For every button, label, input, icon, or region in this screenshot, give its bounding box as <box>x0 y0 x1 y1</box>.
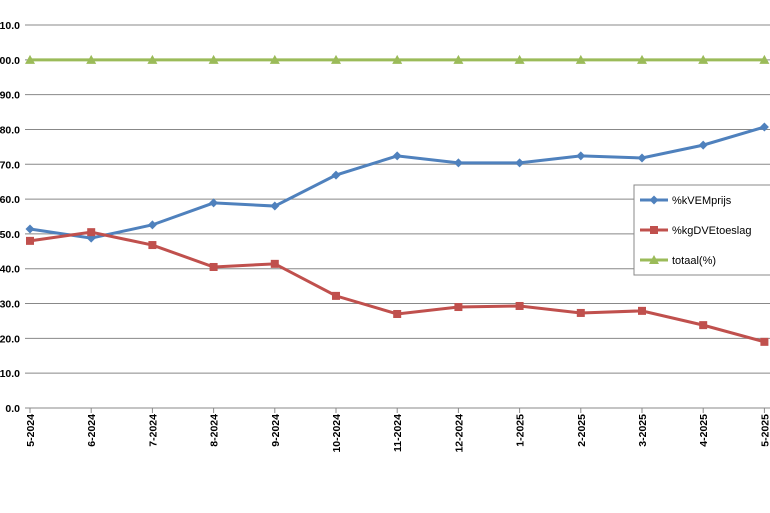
marker <box>392 54 403 64</box>
marker <box>454 303 463 312</box>
marker <box>270 201 280 211</box>
x-tick-label: 6-2024 <box>86 414 98 447</box>
legend-label: totaal(%) <box>672 255 716 267</box>
marker <box>576 151 586 161</box>
marker <box>392 151 402 161</box>
x-tick-label: 1-2025 <box>515 414 527 447</box>
marker <box>638 306 646 315</box>
marker <box>209 198 219 208</box>
y-tick-label: 70.0 <box>0 159 20 171</box>
marker <box>87 228 96 237</box>
marker <box>208 54 219 64</box>
marker <box>453 54 464 64</box>
legend-marker <box>650 226 658 234</box>
marker <box>759 122 769 132</box>
y-tick-label: 30.0 <box>0 299 20 311</box>
y-tick-label: 50.0 <box>0 229 20 241</box>
marker <box>26 236 34 245</box>
marker <box>515 158 525 168</box>
x-tick-label: 9-2024 <box>270 414 282 447</box>
marker <box>393 309 402 318</box>
y-tick-label: 100.0 <box>0 55 20 67</box>
marker <box>575 54 586 64</box>
legend-label: %kgDVEtoeslag <box>672 225 752 237</box>
y-tick-label: 60.0 <box>0 194 20 206</box>
marker <box>637 153 647 163</box>
marker <box>576 308 585 317</box>
y-tick-label: 110.0 <box>0 20 20 32</box>
x-tick-label: 11-2024 <box>392 414 404 452</box>
marker <box>331 54 341 64</box>
marker <box>515 301 524 310</box>
marker <box>269 54 280 64</box>
marker <box>25 224 35 234</box>
marker <box>453 158 463 168</box>
x-tick-label: 7-2024 <box>147 414 159 447</box>
marker <box>698 54 709 64</box>
marker <box>698 140 708 150</box>
marker <box>25 54 35 64</box>
marker <box>270 259 279 268</box>
y-tick-label: 40.0 <box>0 264 20 276</box>
x-tick-label: 10-2024 <box>331 414 343 453</box>
x-tick-label: 12-2024 <box>453 414 465 453</box>
x-tick-label: 5-2024 <box>25 414 37 447</box>
y-tick-label: 20.0 <box>0 333 20 345</box>
y-tick-label: 80.0 <box>0 124 20 136</box>
legend-marker <box>649 255 659 264</box>
x-tick-label: 8-2024 <box>209 414 221 447</box>
marker <box>699 321 708 330</box>
legend: %kVEMprijs %kgDVEtoeslag totaal(%) <box>633 184 770 276</box>
x-tick-label: 2-2025 <box>576 414 588 447</box>
y-tick-label: 10.0 <box>0 368 20 380</box>
marker <box>147 220 157 230</box>
x-tick-label: 4-2025 <box>698 414 710 447</box>
x-tick-label: 5-2025 <box>759 414 770 447</box>
marker <box>209 262 218 271</box>
marker <box>148 241 157 250</box>
marker <box>760 337 769 346</box>
y-tick-label: 0.0 <box>5 403 20 415</box>
marker <box>637 54 647 64</box>
y-tick-label: 90.0 <box>0 90 20 102</box>
marker <box>514 54 525 64</box>
marker <box>147 54 158 64</box>
marker <box>331 170 341 180</box>
marker <box>759 54 770 64</box>
marker <box>332 291 340 300</box>
marker <box>86 54 97 64</box>
legend-marker <box>649 195 659 205</box>
legend-label: %kVEMprijs <box>672 195 732 207</box>
x-tick-label: 3-2025 <box>637 414 649 447</box>
